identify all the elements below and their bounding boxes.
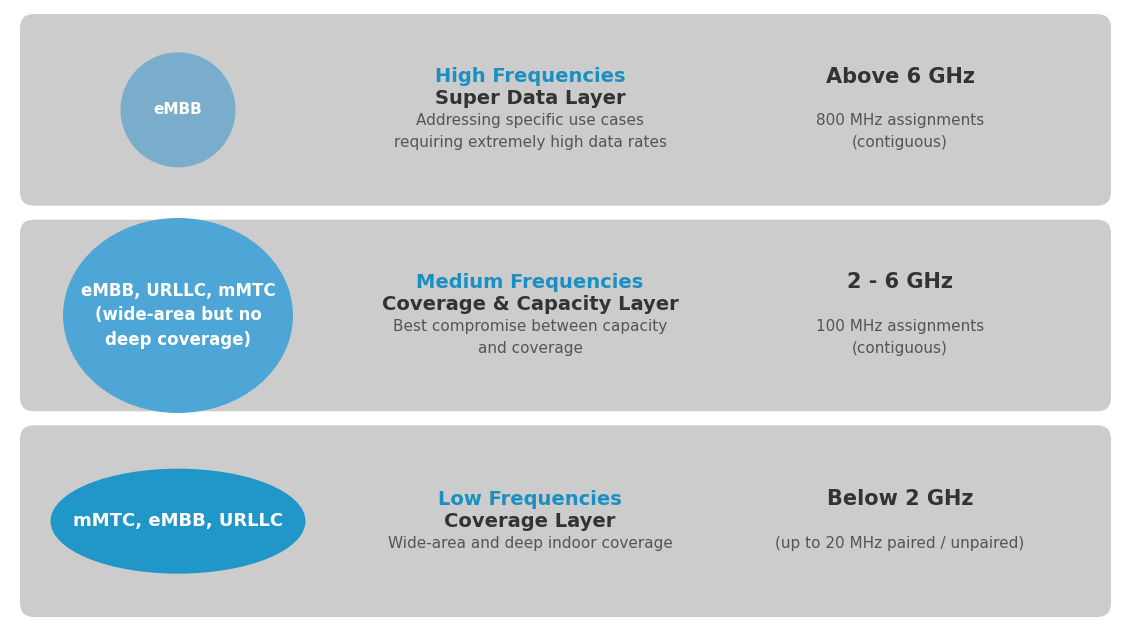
Text: and coverage: and coverage (477, 341, 582, 356)
Ellipse shape (121, 52, 235, 167)
Text: 2 - 6 GHz: 2 - 6 GHz (847, 273, 953, 293)
Text: Low Frequencies: Low Frequencies (438, 490, 622, 509)
Text: eMBB: eMBB (154, 102, 202, 117)
Text: Coverage & Capacity Layer: Coverage & Capacity Layer (381, 295, 679, 314)
Text: Super Data Layer: Super Data Layer (434, 90, 625, 109)
Text: requiring extremely high data rates: requiring extremely high data rates (394, 135, 666, 150)
Text: Addressing specific use cases: Addressing specific use cases (416, 114, 644, 128)
Text: Below 2 GHz: Below 2 GHz (827, 489, 974, 509)
Text: (up to 20 MHz paired / unpaired): (up to 20 MHz paired / unpaired) (776, 536, 1025, 551)
Text: Medium Frequencies: Medium Frequencies (416, 273, 644, 292)
Ellipse shape (51, 469, 305, 574)
Text: High Frequencies: High Frequencies (434, 68, 625, 86)
FancyBboxPatch shape (20, 14, 1111, 206)
Text: (contiguous): (contiguous) (852, 135, 948, 150)
Text: 800 MHz assignments: 800 MHz assignments (815, 114, 984, 128)
Text: Best compromise between capacity: Best compromise between capacity (392, 319, 667, 334)
Text: (contiguous): (contiguous) (852, 341, 948, 356)
FancyBboxPatch shape (20, 425, 1111, 617)
Text: Wide-area and deep indoor coverage: Wide-area and deep indoor coverage (388, 536, 673, 551)
Text: Coverage Layer: Coverage Layer (444, 512, 615, 531)
Ellipse shape (63, 218, 293, 413)
Text: 100 MHz assignments: 100 MHz assignments (815, 319, 984, 334)
FancyBboxPatch shape (20, 220, 1111, 411)
Text: eMBB, URLLC, mMTC
(wide-area but no
deep coverage): eMBB, URLLC, mMTC (wide-area but no deep… (80, 282, 275, 349)
Text: Above 6 GHz: Above 6 GHz (826, 67, 975, 87)
Text: mMTC, eMBB, URLLC: mMTC, eMBB, URLLC (72, 512, 283, 530)
